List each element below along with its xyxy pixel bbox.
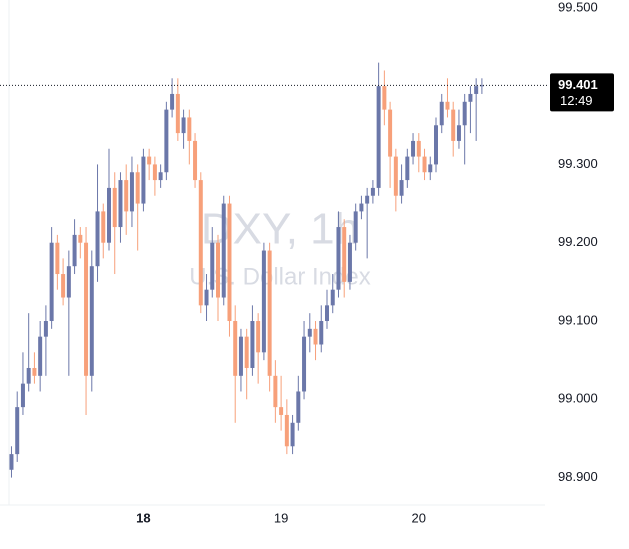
y-tick-label: 98.900 bbox=[558, 469, 598, 484]
candle-body bbox=[72, 234, 77, 267]
candle-body bbox=[307, 328, 312, 337]
candle-body bbox=[141, 156, 146, 204]
candle-body bbox=[26, 367, 31, 384]
candle-body bbox=[290, 422, 295, 447]
candle-body bbox=[158, 172, 163, 181]
candle-body bbox=[462, 101, 467, 126]
candle-body bbox=[95, 211, 100, 267]
candle-body bbox=[227, 203, 232, 322]
watermark-title: DXY, 1h bbox=[201, 205, 359, 254]
candle-body bbox=[479, 85, 484, 87]
y-tick-label: 99.000 bbox=[558, 391, 598, 406]
candle-body bbox=[284, 414, 289, 447]
candle-body bbox=[66, 266, 71, 298]
candle-body bbox=[422, 156, 427, 173]
candle-body bbox=[193, 140, 198, 181]
candle-body bbox=[474, 86, 479, 94]
candle-body bbox=[89, 266, 94, 376]
candle-body bbox=[325, 305, 329, 322]
candle-body bbox=[445, 101, 450, 110]
candle-body bbox=[428, 164, 433, 173]
candle-body bbox=[456, 125, 461, 141]
candle-body bbox=[376, 86, 381, 188]
candle-body bbox=[353, 211, 358, 243]
candle-body bbox=[84, 242, 89, 376]
candle-body bbox=[296, 391, 301, 423]
candle-body bbox=[204, 289, 209, 306]
candle-body bbox=[170, 93, 175, 110]
candle-body bbox=[152, 164, 157, 181]
candle-body bbox=[439, 101, 444, 126]
candle-body bbox=[49, 242, 54, 322]
candle-body bbox=[129, 172, 134, 212]
candle-body bbox=[347, 242, 352, 282]
candle-body bbox=[216, 242, 220, 298]
candle-body bbox=[451, 109, 456, 141]
candle-body bbox=[330, 289, 335, 306]
candle-body bbox=[250, 321, 255, 368]
candle-body bbox=[164, 109, 169, 173]
candle-body bbox=[15, 407, 20, 455]
x-tick-label: 19 bbox=[274, 510, 288, 525]
candle-body bbox=[38, 336, 43, 376]
candle-body bbox=[175, 93, 180, 134]
candle-body bbox=[233, 321, 238, 376]
candle-body bbox=[198, 180, 203, 306]
candle-body bbox=[118, 180, 123, 228]
price-label-box bbox=[550, 73, 614, 112]
candle-body bbox=[147, 156, 152, 165]
candle-body bbox=[342, 227, 347, 282]
candle-body bbox=[388, 109, 393, 157]
candle-body bbox=[302, 336, 307, 392]
time-label: 12:49 bbox=[560, 93, 593, 108]
candle-body bbox=[416, 140, 421, 157]
x-tick-label: 18 bbox=[136, 510, 150, 525]
y-tick-label: 99.500 bbox=[558, 0, 598, 14]
candle-body bbox=[405, 156, 410, 181]
candle-body bbox=[399, 180, 404, 196]
candle-body bbox=[9, 454, 14, 470]
y-tick-label: 99.300 bbox=[558, 156, 598, 171]
candle-body bbox=[78, 234, 83, 243]
candle-body bbox=[20, 383, 25, 408]
candle-body bbox=[267, 250, 272, 376]
candle-body bbox=[238, 336, 243, 376]
candle-body bbox=[112, 187, 117, 228]
candle-body bbox=[32, 367, 37, 376]
candle-body bbox=[434, 125, 438, 165]
candle-body bbox=[181, 117, 186, 134]
candle-body bbox=[135, 172, 140, 204]
candle-body bbox=[256, 321, 261, 353]
y-tick-label: 99.100 bbox=[558, 312, 598, 327]
candle-body bbox=[221, 203, 226, 298]
candle-body bbox=[279, 407, 284, 415]
candle-body bbox=[43, 321, 48, 337]
candle-body bbox=[273, 375, 278, 408]
candle-body bbox=[319, 321, 324, 345]
candle-body bbox=[382, 86, 387, 110]
candle-body bbox=[370, 187, 375, 196]
candle-body bbox=[468, 93, 473, 102]
candle-body bbox=[365, 195, 370, 204]
candle-body bbox=[210, 242, 215, 290]
candle-body bbox=[411, 140, 416, 157]
candle-body bbox=[187, 117, 192, 141]
candle-body bbox=[107, 187, 111, 243]
candle-body bbox=[101, 211, 106, 243]
candle-body bbox=[359, 203, 364, 212]
candle-body bbox=[261, 250, 266, 353]
price-label: 99.401 bbox=[558, 77, 598, 92]
candle-body bbox=[313, 328, 318, 345]
candle-body bbox=[124, 180, 129, 212]
candle-body bbox=[336, 227, 341, 290]
y-tick-label: 99.200 bbox=[558, 234, 598, 249]
candle-body bbox=[55, 242, 60, 275]
candle-body bbox=[393, 156, 398, 196]
candle-body bbox=[244, 336, 249, 368]
x-tick-label: 20 bbox=[412, 510, 426, 525]
candle-body bbox=[61, 274, 66, 298]
